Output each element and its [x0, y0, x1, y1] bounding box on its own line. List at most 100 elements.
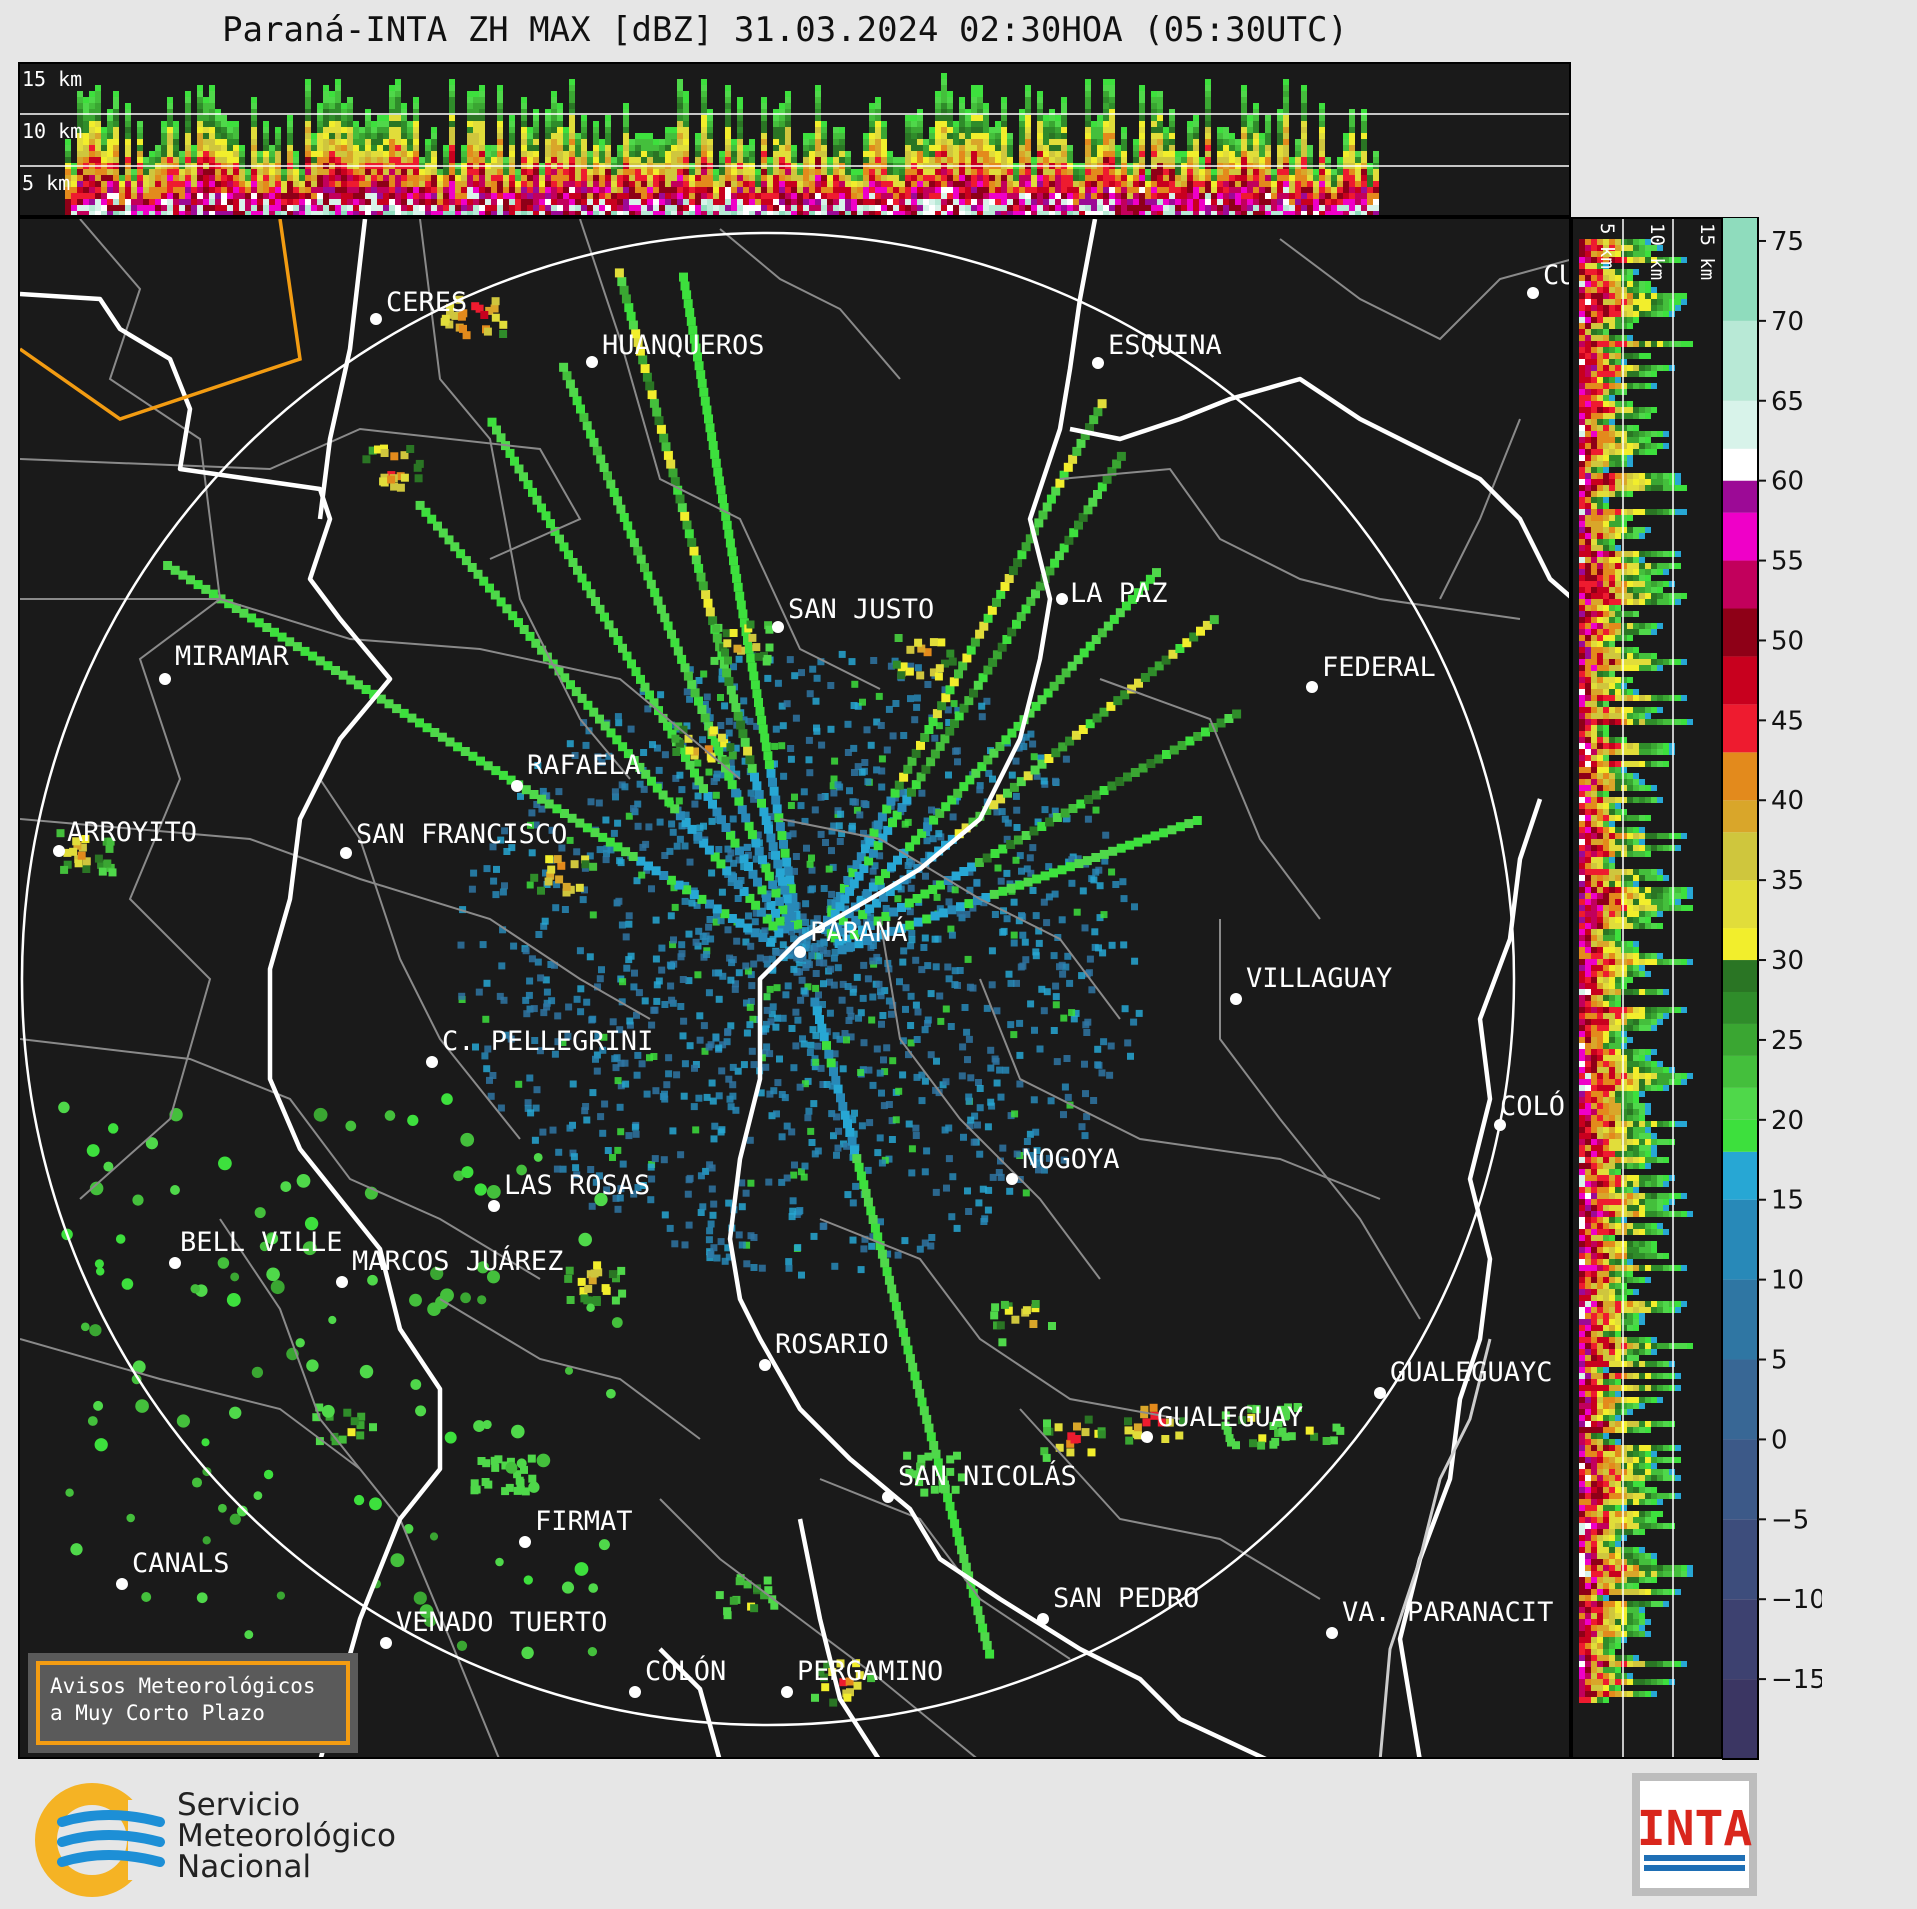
top-profile-cell [1097, 151, 1103, 157]
top-profile-cell [1349, 181, 1355, 187]
echo-cell [533, 1086, 541, 1094]
top-profile-cell [1235, 187, 1241, 193]
top-profile-cell [353, 169, 359, 175]
top-profile-cell [785, 103, 791, 109]
top-profile-cell [431, 133, 437, 139]
top-profile-cell [533, 115, 539, 121]
top-profile-cell [1019, 109, 1025, 115]
echo-streak-cell [685, 308, 695, 317]
top-profile-cell [923, 199, 929, 205]
top-profile-cell [1061, 115, 1067, 121]
top-profile-cell [89, 199, 95, 205]
top-profile-cell [449, 199, 455, 205]
echo-cell [661, 1001, 669, 1008]
top-profile-cell [107, 199, 113, 205]
radar-echoes [56, 268, 1345, 1707]
top-profile-cell [701, 133, 707, 139]
echo-cell [718, 1126, 726, 1134]
echo-cell [874, 1149, 882, 1157]
echo-cell [1001, 815, 1009, 823]
top-profile-cell [1373, 151, 1379, 157]
top-profile-cell [197, 115, 203, 121]
top-profile-cell [665, 175, 671, 181]
top-profile-cell [707, 205, 713, 211]
top-profile-cell [881, 133, 887, 139]
echo-cell [694, 792, 702, 800]
top-profile-cell [473, 175, 479, 181]
top-profile-cell [977, 115, 983, 121]
top-profile-cell [557, 193, 563, 199]
top-profile-cell [1007, 169, 1013, 175]
top-profile-cell [185, 121, 191, 127]
top-profile-cell [1337, 193, 1343, 199]
top-profile-cell [971, 133, 977, 139]
top-profile-cell [665, 127, 671, 133]
top-profile-cell [629, 151, 635, 157]
echo-cell [542, 976, 550, 984]
top-profile-cell [581, 151, 587, 157]
top-profile-cell [1043, 205, 1049, 211]
top-profile-cell [1229, 199, 1235, 205]
echo-cell [1022, 1189, 1030, 1197]
top-profile-cell [95, 181, 101, 187]
echo-cell [831, 757, 839, 765]
top-profile-cell [935, 175, 941, 181]
top-profile-cell [317, 175, 323, 181]
echo-cell [932, 963, 940, 971]
top-profile-cell [719, 199, 725, 205]
top-profile-cell [1121, 211, 1127, 215]
top-profile-cell [677, 193, 683, 199]
top-profile-cell [599, 151, 605, 157]
top-profile-cell [377, 145, 383, 151]
echo-cell [593, 1067, 601, 1075]
top-profile-cell [341, 151, 347, 157]
echo-cell [638, 1060, 646, 1068]
top-profile-cell [917, 199, 923, 205]
echo-cell [589, 911, 597, 919]
top-profile-cell [1061, 169, 1067, 175]
echo-cell [750, 960, 758, 968]
top-profile-cell [1235, 169, 1241, 175]
top-profile-cell [1253, 175, 1259, 181]
echo-cell [766, 1050, 774, 1058]
radar-map[interactable]: CERES HUANQUEROS ESQUINA CU SAN JUSTO LA… [18, 217, 1571, 1759]
top-profile-cell [1109, 115, 1115, 121]
echo-streak-cell [758, 724, 768, 734]
top-profile-cell [839, 157, 845, 163]
top-profile-cell [797, 193, 803, 199]
top-profile-cell [719, 205, 725, 211]
echo-cell [577, 985, 585, 993]
top-profile-cell [581, 169, 587, 175]
echo-cell [528, 955, 536, 963]
top-profile-cell [1001, 133, 1007, 139]
top-profile-cell [773, 121, 779, 127]
top-profile-cell [1265, 205, 1271, 211]
echo-cell [497, 1104, 505, 1112]
top-profile-cell [359, 181, 365, 187]
echo-cell [648, 1175, 656, 1183]
top-profile-cell [785, 151, 791, 157]
top-profile-cell [947, 205, 953, 211]
top-profile-cell [839, 169, 845, 175]
echo-cell [912, 956, 920, 964]
top-profile-cell [1025, 109, 1031, 115]
echo-cell [632, 1130, 640, 1138]
top-profile-cell [635, 133, 641, 139]
top-profile-cell [929, 151, 935, 157]
echo-cell [685, 930, 693, 938]
top-profile-cell [1013, 187, 1019, 193]
top-profile-cell [431, 181, 437, 187]
top-profile-cell [473, 103, 479, 109]
echo-cell [1120, 941, 1128, 949]
top-profile-cell [473, 145, 479, 151]
top-profile-cell [1103, 109, 1109, 115]
top-profile-cell [551, 205, 557, 211]
top-profile-cell [1247, 193, 1253, 199]
top-profile-cell [317, 145, 323, 151]
top-profile-cell [815, 205, 821, 211]
top-profile-cell [641, 211, 647, 215]
top-profile-cell [227, 121, 233, 127]
top-profile-cell [725, 115, 731, 121]
top-profile-cell [845, 193, 851, 199]
echo-cell [616, 1026, 624, 1034]
